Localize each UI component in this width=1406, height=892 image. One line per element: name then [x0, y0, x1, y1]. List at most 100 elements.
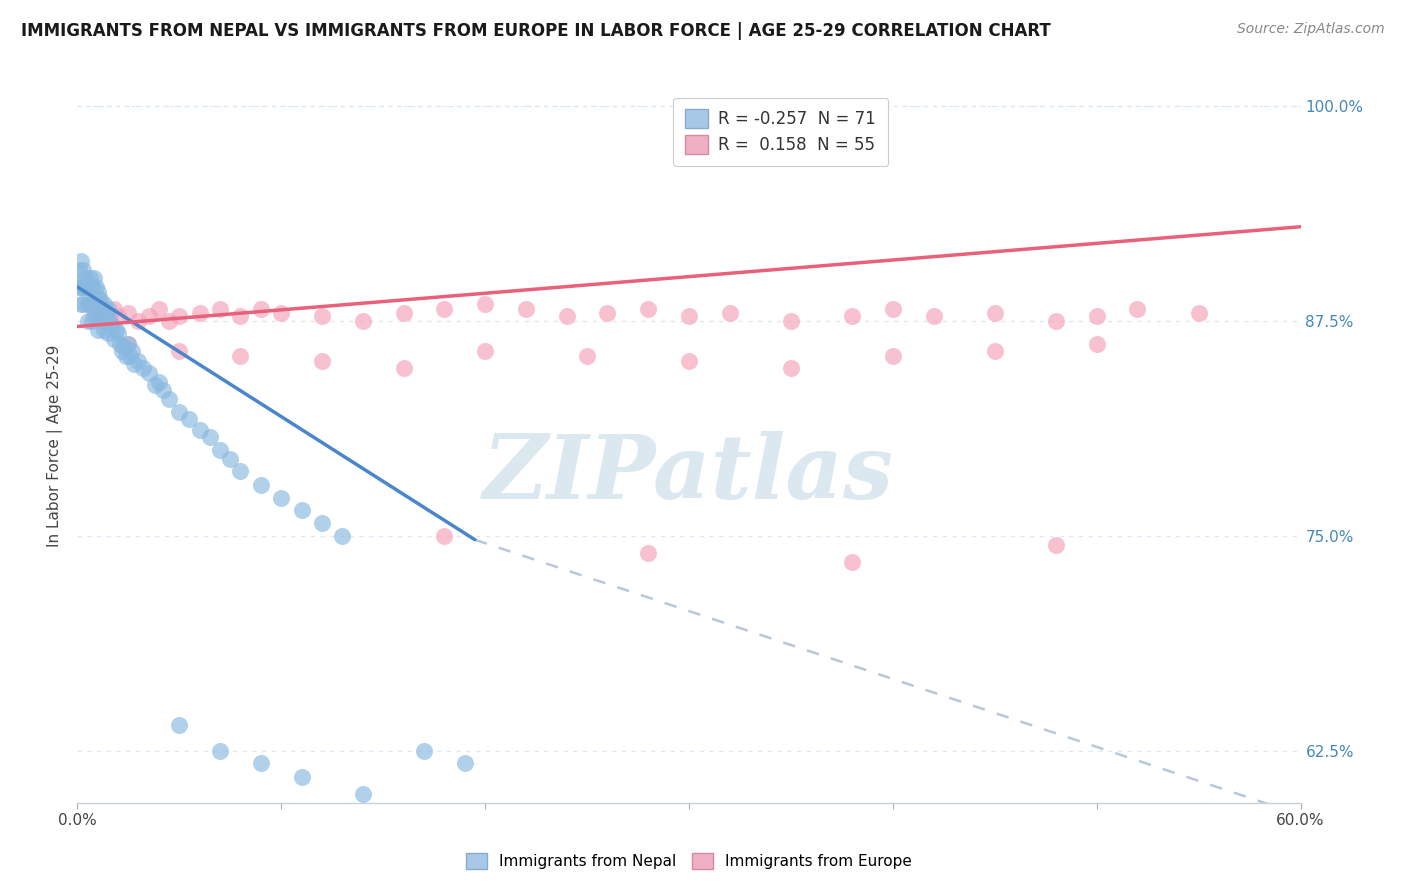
Point: [138, 366, 160, 380]
Point: [111, 343, 134, 358]
Point: [779, 314, 801, 328]
Point: [169, 405, 191, 419]
Point: [79, 297, 101, 311]
Point: [188, 306, 211, 320]
Point: [1045, 538, 1067, 552]
Legend: Immigrants from Nepal, Immigrants from Europe: Immigrants from Nepal, Immigrants from E…: [460, 847, 918, 875]
Point: [103, 332, 125, 346]
Point: [555, 309, 578, 323]
Point: [90, 306, 112, 320]
Point: [779, 360, 801, 375]
Point: [94, 309, 117, 323]
Point: [270, 306, 292, 320]
Point: [392, 360, 415, 375]
Point: [433, 302, 456, 317]
Point: [250, 302, 273, 317]
Point: [290, 503, 312, 517]
Point: [83, 309, 105, 323]
Point: [1126, 302, 1149, 317]
Point: [89, 292, 111, 306]
Point: [101, 319, 124, 334]
Point: [219, 451, 242, 466]
Point: [84, 280, 107, 294]
Point: [90, 302, 112, 317]
Point: [97, 314, 120, 328]
Point: [311, 516, 333, 530]
Point: [198, 429, 221, 443]
Point: [311, 354, 333, 368]
Point: [882, 302, 904, 317]
Y-axis label: In Labor Force | Age 25-29: In Labor Force | Age 25-29: [48, 345, 63, 547]
Point: [332, 529, 354, 543]
Point: [250, 756, 273, 771]
Point: [250, 477, 273, 491]
Point: [124, 357, 146, 371]
Point: [637, 302, 659, 317]
Point: [474, 343, 496, 358]
Point: [76, 314, 98, 328]
Point: [311, 309, 333, 323]
Point: [87, 292, 110, 306]
Point: [413, 744, 436, 758]
Point: [157, 392, 180, 406]
Text: ZIPatlas: ZIPatlas: [484, 432, 894, 517]
Point: [83, 297, 105, 311]
Point: [576, 349, 599, 363]
Point: [678, 309, 700, 323]
Point: [718, 306, 741, 320]
Point: [922, 309, 945, 323]
Point: [143, 378, 166, 392]
Point: [433, 529, 456, 543]
Point: [76, 280, 98, 294]
Point: [152, 383, 174, 397]
Point: [157, 314, 180, 328]
Text: Source: ZipAtlas.com: Source: ZipAtlas.com: [1237, 22, 1385, 37]
Point: [984, 306, 1007, 320]
Point: [70, 254, 93, 268]
Point: [120, 349, 142, 363]
Point: [117, 336, 139, 351]
Point: [83, 271, 105, 285]
Point: [67, 262, 90, 277]
Point: [93, 323, 115, 337]
Point: [87, 306, 110, 320]
Point: [474, 297, 496, 311]
Point: [229, 464, 252, 478]
Point: [169, 343, 191, 358]
Point: [138, 309, 160, 323]
Legend: R = -0.257  N = 71, R =  0.158  N = 55: R = -0.257 N = 71, R = 0.158 N = 55: [673, 97, 889, 166]
Point: [107, 309, 129, 323]
Point: [229, 349, 252, 363]
Point: [80, 280, 103, 294]
Point: [1187, 306, 1209, 320]
Point: [392, 306, 415, 320]
Point: [103, 302, 125, 317]
Point: [127, 354, 149, 368]
Point: [169, 309, 191, 323]
Point: [121, 343, 143, 358]
Point: [188, 423, 211, 437]
Point: [882, 349, 904, 363]
Point: [87, 285, 110, 299]
Point: [67, 280, 90, 294]
Point: [75, 271, 97, 285]
Point: [97, 326, 120, 341]
Point: [80, 314, 103, 328]
Point: [90, 314, 112, 328]
Point: [352, 787, 374, 801]
Point: [93, 297, 115, 311]
Point: [841, 309, 863, 323]
Point: [72, 262, 94, 277]
Point: [98, 314, 121, 328]
Point: [131, 360, 153, 375]
Point: [841, 555, 863, 569]
Point: [678, 354, 700, 368]
Point: [169, 718, 191, 732]
Point: [108, 336, 131, 351]
Point: [76, 297, 98, 311]
Point: [984, 343, 1007, 358]
Point: [97, 302, 120, 317]
Point: [515, 302, 537, 317]
Point: [290, 770, 312, 784]
Point: [127, 314, 149, 328]
